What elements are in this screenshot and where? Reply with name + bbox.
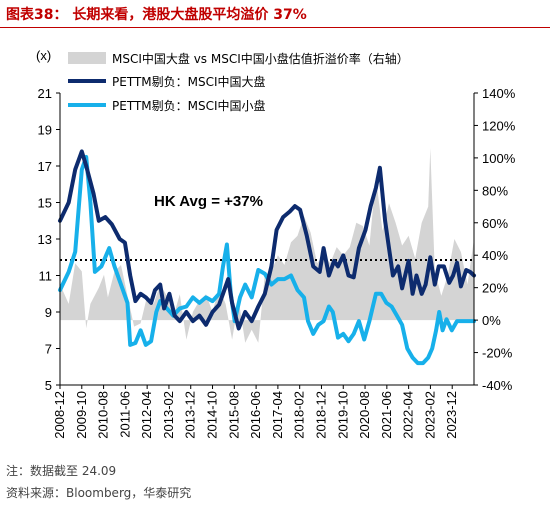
x-tick-label: 2012-04 bbox=[139, 391, 154, 439]
right-tick-label: 120% bbox=[482, 118, 516, 133]
right-tick-label: 80% bbox=[482, 183, 508, 198]
x-tick-label: 2022-04 bbox=[401, 391, 416, 439]
right-tick-label: 40% bbox=[482, 248, 508, 263]
right-tick-label: 20% bbox=[482, 281, 508, 296]
right-tick-label: 60% bbox=[482, 216, 508, 231]
chart-canvas: 21 19 17 15 13 11 9 7 5 140% 120% 100% 80% 60% 40% 20% 0… bbox=[36, 48, 516, 439]
x-tick-label: 2017-04 bbox=[270, 391, 285, 439]
x-tick-label: 2018-12 bbox=[313, 391, 328, 439]
x-tick-label: 2015-08 bbox=[226, 391, 241, 439]
small-cap-pe-line bbox=[58, 154, 476, 366]
x-tick-label: 2023-02 bbox=[422, 391, 437, 439]
x-tick-label: 2013-02 bbox=[161, 391, 176, 439]
legend-label-small: PETTM剔负：MSCI中国小盘 bbox=[112, 98, 266, 113]
x-tick-label: 2021-06 bbox=[379, 391, 394, 439]
left-tick-label: 13 bbox=[38, 232, 52, 247]
right-tick-label: 140% bbox=[482, 86, 516, 101]
source-line: 资料来源：Bloomberg，华泰研究 bbox=[6, 486, 192, 500]
x-tick-label: 2014-10 bbox=[205, 391, 220, 439]
right-tick-label: -20% bbox=[482, 346, 513, 361]
left-tick-label: 7 bbox=[45, 342, 52, 357]
right-tick-label: 0% bbox=[482, 313, 501, 328]
series-lines-layer bbox=[58, 149, 476, 366]
large-cap-pe-line bbox=[58, 149, 476, 331]
x-tick-label: 2010-08 bbox=[96, 391, 111, 439]
x-tick-label: 2008-12 bbox=[52, 391, 67, 439]
axes-layer: 21 19 17 15 13 11 9 7 5 140% 120% 100% 80% 60% 40% 20% 0… bbox=[38, 86, 516, 439]
title-divider bbox=[0, 27, 550, 28]
x-tick-label: 2011-06 bbox=[117, 391, 132, 438]
x-tick-label: 2016-06 bbox=[248, 391, 263, 439]
x-tick-label: 2023-12 bbox=[444, 391, 459, 439]
left-tick-label: 15 bbox=[38, 196, 52, 211]
legend: MSCI中国大盘 vs MSCI中国小盘估值折溢价率（右轴） PETTM剔负：MS… bbox=[68, 51, 409, 113]
right-tick-label: 100% bbox=[482, 151, 516, 166]
average-annotation: HK Avg = +37% bbox=[154, 193, 263, 210]
premium-area-layer bbox=[60, 148, 474, 343]
left-tick-label: 17 bbox=[38, 159, 52, 174]
right-tick-label: -40% bbox=[482, 378, 513, 393]
premium-area-series bbox=[60, 148, 474, 343]
left-axis-unit: (x) bbox=[36, 48, 51, 63]
x-tick-label: 2020-08 bbox=[357, 391, 372, 439]
legend-label-area: MSCI中国大盘 vs MSCI中国小盘估值折溢价率（右轴） bbox=[112, 51, 409, 66]
x-tick-label: 2013-12 bbox=[183, 391, 198, 439]
legend-swatch-area bbox=[68, 52, 106, 64]
x-tick-label: 2019-10 bbox=[335, 391, 350, 439]
left-tick-label: 21 bbox=[38, 86, 52, 101]
left-tick-label: 5 bbox=[45, 378, 52, 393]
left-tick-label: 9 bbox=[45, 305, 52, 320]
x-tick-label: 2009-10 bbox=[74, 391, 89, 439]
left-tick-label: 11 bbox=[39, 269, 53, 284]
legend-label-large: PETTM剔负：MSCI中国大盘 bbox=[112, 74, 266, 89]
left-tick-label: 19 bbox=[38, 123, 52, 138]
figure-title: 图表38： 长期来看，港股大盘股平均溢价 37% bbox=[6, 7, 307, 23]
footnote: 注：数据截至 24.09 bbox=[6, 464, 117, 478]
x-tick-label: 2018-02 bbox=[292, 391, 307, 439]
